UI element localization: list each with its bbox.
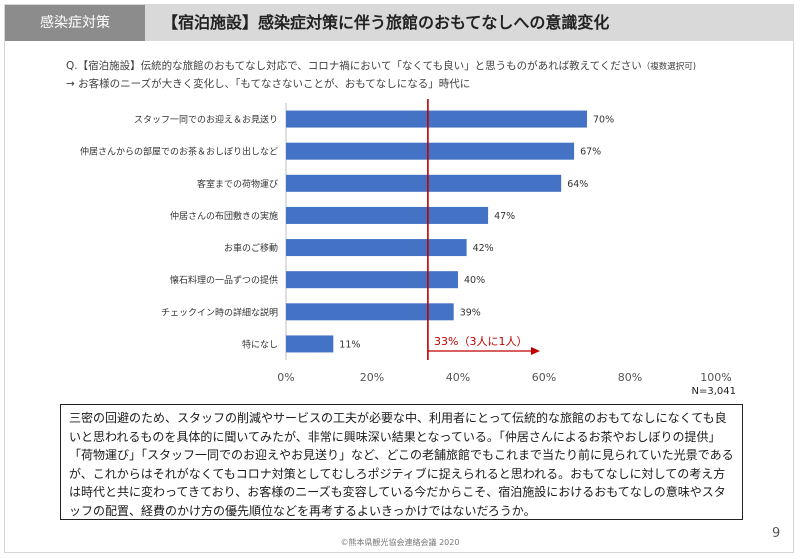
bar bbox=[286, 142, 575, 160]
bar bbox=[286, 174, 562, 192]
reference-label: 33%（3人に1人） bbox=[434, 335, 527, 348]
x-tick-label: 80% bbox=[618, 371, 642, 384]
data-label: 11% bbox=[339, 339, 360, 350]
data-label: 64% bbox=[567, 179, 588, 190]
x-tick-label: 20% bbox=[360, 371, 384, 384]
category-label: スタッフ一同でのお迎え＆お見送り bbox=[134, 114, 278, 126]
data-label: 39% bbox=[460, 307, 481, 318]
category-label: チェックイン時の詳細な説明 bbox=[161, 306, 278, 318]
section-tag: 感染症対策 bbox=[5, 5, 145, 41]
category-label: お車のご移動 bbox=[224, 242, 278, 254]
footer-copyright: ©熊本県観光協会連絡会議 2020 bbox=[340, 538, 460, 547]
survey-question: Q.【宿泊施設】伝統的な旅館のおもてなし対応で、コロナ禍において「なくても良い」… bbox=[66, 58, 766, 93]
page-title: 【宿泊施設】感染症対策に伴う旅館のおもてなしへの意識変化 bbox=[162, 13, 610, 32]
sample-size: N=3,041 bbox=[692, 386, 737, 397]
category-label: 仲居さんの布団敷きの実施 bbox=[170, 210, 278, 222]
bar bbox=[286, 303, 454, 321]
data-label: 70% bbox=[593, 115, 614, 126]
bar bbox=[286, 239, 467, 257]
question-line-1: Q.【宿泊施設】伝統的な旅館のおもてなし対応で、コロナ禍において「なくても良い」… bbox=[66, 58, 766, 76]
bar bbox=[286, 206, 489, 224]
question-note: （複数選択可) bbox=[641, 62, 697, 72]
x-tick-label: 0% bbox=[277, 371, 294, 384]
x-tick-label: 100% bbox=[700, 371, 731, 384]
page-frame bbox=[4, 4, 794, 553]
reference-arrowhead bbox=[531, 347, 540, 355]
summary-box: 三密の回避のため、スタッフの削減やサービスの工夫が必要な中、利用者にとって伝統的… bbox=[60, 404, 743, 520]
data-label: 67% bbox=[580, 147, 601, 158]
data-label: 40% bbox=[464, 275, 485, 286]
x-tick-label: 40% bbox=[446, 371, 470, 384]
category-label: 客室までの荷物運び bbox=[197, 178, 278, 190]
bar bbox=[286, 110, 587, 128]
bar-chart: スタッフ一同でのお迎え＆お見送り 70% 仲居さんからの部屋でのお茶＆おしぼり出しな… bbox=[80, 99, 737, 397]
question-text: Q.【宿泊施設】伝統的な旅館のおもてなし対応で、コロナ禍において「なくても良い」… bbox=[66, 60, 642, 72]
category-label: 特になし bbox=[242, 338, 278, 350]
x-tick-label: 60% bbox=[532, 371, 556, 384]
data-label: 47% bbox=[494, 211, 515, 222]
bar bbox=[286, 271, 458, 289]
page-number: 9 bbox=[772, 526, 781, 541]
category-label: 仲居さんからの部屋でのお茶＆おしぼり出しなど bbox=[80, 146, 278, 158]
bar bbox=[286, 335, 334, 353]
category-label: 懐石料理の一品ずつの提供 bbox=[170, 274, 278, 286]
question-line-2: → お客様のニーズが大きく変化し、「もてなさないことが、おもてなしになる」時代に bbox=[66, 78, 471, 90]
data-label: 42% bbox=[473, 243, 494, 254]
